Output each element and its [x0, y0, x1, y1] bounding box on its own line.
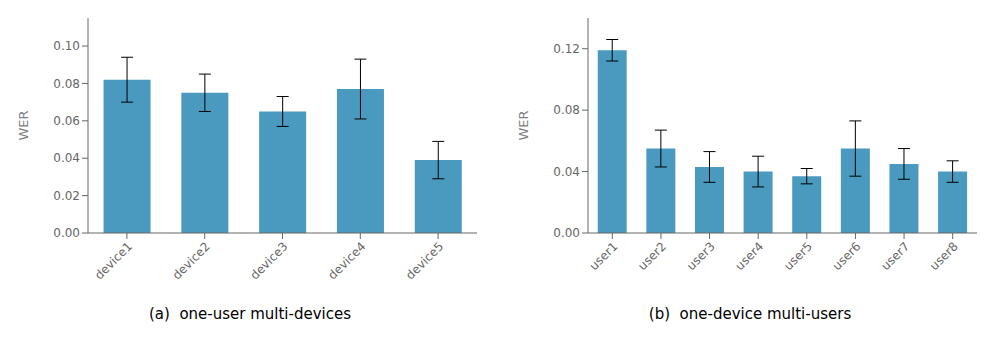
svg-text:0.06: 0.06	[53, 114, 80, 128]
svg-text:0.10: 0.10	[53, 39, 80, 53]
svg-text:0.00: 0.00	[553, 226, 580, 240]
svg-text:user3: user3	[684, 239, 718, 273]
svg-text:0.04: 0.04	[553, 165, 580, 179]
svg-text:0.04: 0.04	[53, 151, 80, 165]
svg-text:WER: WER	[16, 110, 31, 140]
svg-text:WER: WER	[516, 110, 531, 140]
svg-text:0.00: 0.00	[53, 226, 80, 240]
svg-text:user2: user2	[635, 239, 669, 273]
html-text:(a) one-user multi-devices: (a) one-user multi-devices	[149, 305, 351, 323]
svg-text:user5: user5	[781, 239, 815, 273]
svg-text:device4: device4	[325, 239, 368, 282]
svg-text:user8: user8	[927, 239, 961, 273]
svg-text:0.08: 0.08	[53, 77, 80, 91]
svg-text:device2: device2	[170, 239, 213, 282]
svg-text:user1: user1	[587, 239, 621, 273]
html-text:(b) one-device multi-users: (b) one-device multi-users	[648, 305, 852, 323]
svg-text:0.02: 0.02	[53, 189, 80, 203]
svg-text:0.08: 0.08	[553, 103, 580, 117]
svg-text:device1: device1	[92, 239, 135, 282]
svg-text:device3: device3	[247, 239, 290, 282]
svg-text:user7: user7	[878, 239, 912, 273]
svg-text:0.12: 0.12	[553, 42, 580, 56]
svg-text:user6: user6	[830, 239, 864, 273]
svg-text:device5: device5	[403, 239, 446, 282]
svg-text:user4: user4	[733, 239, 767, 273]
